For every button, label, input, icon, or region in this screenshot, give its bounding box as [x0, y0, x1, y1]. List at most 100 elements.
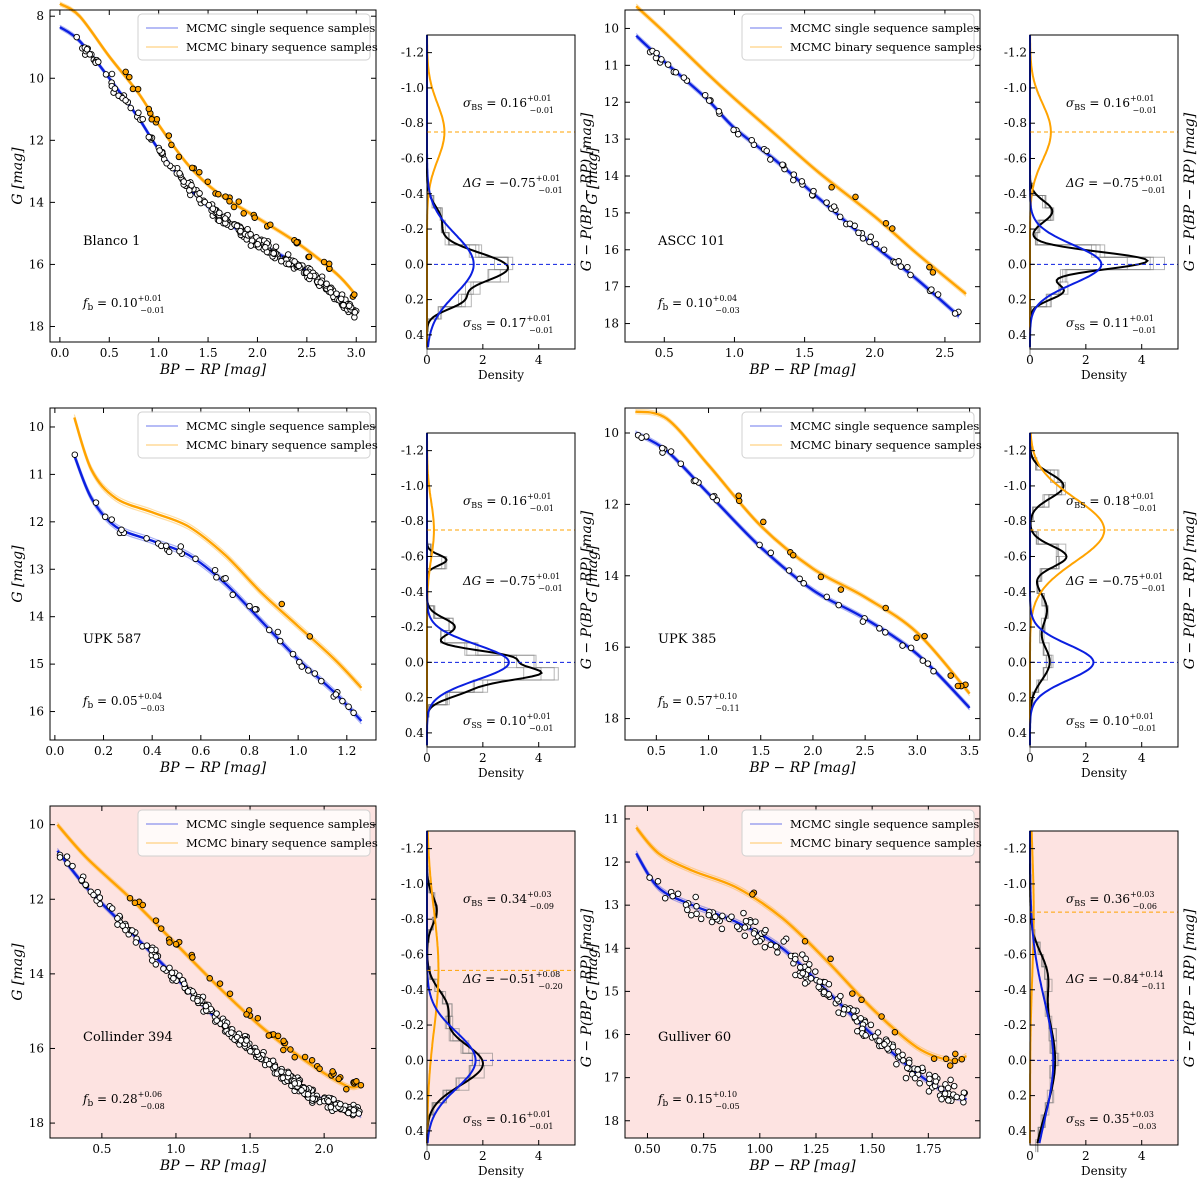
res-y-tick-label: 0.4	[405, 1124, 424, 1138]
res-x-tick-label: 2	[1082, 1149, 1090, 1163]
legend-single-label: MCMC single sequence samples	[790, 21, 979, 35]
single-star-point	[317, 279, 324, 286]
sigma-bs-label-symbol: σ	[463, 494, 472, 508]
x-tick-label: 2.0	[248, 346, 267, 360]
binary-star-point	[230, 203, 238, 211]
single-star-point	[790, 171, 798, 178]
single-star-point	[276, 637, 284, 645]
fb-lower: −0.11	[715, 704, 740, 713]
cmd-panel-5: 0.50 0.75 1.00 1.25 1.50 1.75 11 12 13 14 15 16 17 18…	[585, 805, 982, 1174]
sigma-ss-label: σSS = 0.17+0.01 −0.01	[463, 314, 553, 335]
single-star-point	[184, 988, 192, 995]
fb-symbol: f	[82, 296, 90, 310]
sigma-bs-label-subscript: BS	[471, 103, 482, 112]
single-star-point	[152, 961, 160, 968]
single-star-point	[265, 1060, 273, 1068]
binary-star-point	[849, 990, 856, 997]
single-star-point	[752, 938, 759, 946]
single-star-point	[351, 309, 359, 316]
single-star-point	[661, 894, 669, 902]
single-star-point	[327, 289, 334, 296]
x-tick-label: 2.0	[865, 346, 884, 360]
binary-star-point	[837, 586, 845, 593]
binary-star-point	[189, 954, 196, 961]
res-x-tick-label: 2	[1082, 353, 1090, 367]
x-tick-label: 3.0	[347, 346, 366, 360]
single-star-point	[254, 240, 261, 248]
single-star-point	[876, 625, 883, 632]
residual-ticks: -1.2 -1.0 -0.8 -0.6 -0.4 -0.2 0.0 0.2 0.4 0 2 4	[1004, 46, 1146, 367]
res-y-tick-label: -0.2	[1004, 1018, 1027, 1032]
binary-star-point	[929, 269, 937, 276]
binary-fraction: fb = 0.10+0.01 −0.01	[82, 294, 165, 315]
residual-ticks: -1.2 -1.0 -0.8 -0.6 -0.4 -0.2 0.0 0.2 0.4 0 2 4	[401, 46, 543, 367]
single-star-point	[953, 1093, 960, 1101]
x-tick-label: 2.5	[856, 744, 875, 758]
cmd-points	[56, 851, 365, 1119]
binary-star-point	[789, 551, 797, 559]
y-tick-label: 14	[604, 941, 620, 955]
cmd-x-axis-label: BP − RP [mag]	[748, 362, 856, 378]
single-star-point	[654, 878, 662, 885]
single-star-point	[339, 697, 346, 705]
delta-g-label: ΔG = −0.75+0.01 −0.01	[1065, 174, 1166, 195]
single-star-point	[233, 222, 241, 230]
single-star-point	[247, 242, 255, 249]
sigma-bs-label-upper: +0.03	[527, 890, 552, 899]
single-star-point	[692, 893, 699, 901]
single-star-point	[244, 225, 251, 233]
fb-symbol: f	[657, 296, 665, 310]
y-tick-label: 14	[29, 967, 45, 981]
single-star-point	[202, 1002, 210, 1010]
single-star-point	[867, 1021, 875, 1029]
y-tick-label: 12	[604, 855, 619, 869]
res-y-tick-label: -0.2	[401, 1018, 424, 1032]
fb-subscript: b	[662, 701, 668, 711]
res-y-tick-label: 0.0	[405, 1053, 424, 1067]
residual-panel-1: -1.2 -1.0 -0.8 -0.6 -0.4 -0.2 0.0 0.2 0.4 0 2 4 Dens…	[1004, 34, 1198, 382]
delta-g-label: ΔG = −0.51+0.08 −0.20	[462, 970, 563, 991]
cmd-y-axis-label: G [mag]	[585, 147, 601, 205]
single-star-point	[285, 260, 292, 268]
fb-symbol: f	[82, 1092, 90, 1106]
cluster-name: Gulliver 60	[658, 1030, 731, 1045]
res-y-tick-label: -0.4	[1004, 585, 1028, 599]
single-star-point	[893, 1060, 900, 1068]
binary-star-point	[889, 225, 896, 232]
single-star-point	[237, 227, 244, 235]
x-tick-label: 0.75	[690, 1142, 717, 1156]
binary-star-point	[357, 1081, 365, 1089]
binary-star-point	[951, 1057, 959, 1065]
binary-star-point	[240, 210, 247, 217]
sigma-ss-label-subscript: SS	[1074, 323, 1085, 332]
binary-star-point	[235, 198, 243, 205]
y-tick-label: 18	[29, 319, 44, 333]
cmd-x-axis-label: BP − RP [mag]	[159, 1158, 267, 1174]
binary-star-point	[175, 153, 183, 161]
residual-frame	[1029, 432, 1179, 748]
sigma-bs-label-value: = 0.16	[483, 96, 527, 110]
res-y-tick-label: -0.2	[401, 222, 424, 236]
binary-star-point	[168, 141, 175, 149]
binary-star-point	[947, 672, 954, 679]
residual-y-axis-label: G − P(BP − RP) [mag]	[579, 112, 595, 271]
legend-box	[741, 13, 975, 61]
single-star-point	[253, 1048, 261, 1056]
single-star-point	[718, 925, 726, 933]
fb-lower: −0.03	[140, 704, 165, 713]
single-star-point	[937, 1085, 945, 1093]
single-star-point	[866, 238, 873, 246]
res-x-tick-label: 4	[1138, 751, 1146, 765]
single-star-point	[823, 199, 830, 206]
single-star-point	[213, 1017, 220, 1024]
single-star-point	[143, 535, 150, 542]
single-star-point	[941, 1090, 949, 1097]
single-star-point	[709, 493, 717, 501]
binary-star-point	[274, 1032, 282, 1040]
single-star-point	[237, 1037, 245, 1044]
single-star-point	[693, 903, 700, 910]
y-tick-label: 16	[604, 243, 619, 257]
residual-ticks: -1.2 -1.0 -0.8 -0.6 -0.4 -0.2 0.0 0.2 0.4 0 2 4	[1004, 842, 1146, 1163]
legend-binary-label: MCMC binary sequence samples	[186, 836, 378, 850]
single-star-point	[333, 290, 340, 297]
